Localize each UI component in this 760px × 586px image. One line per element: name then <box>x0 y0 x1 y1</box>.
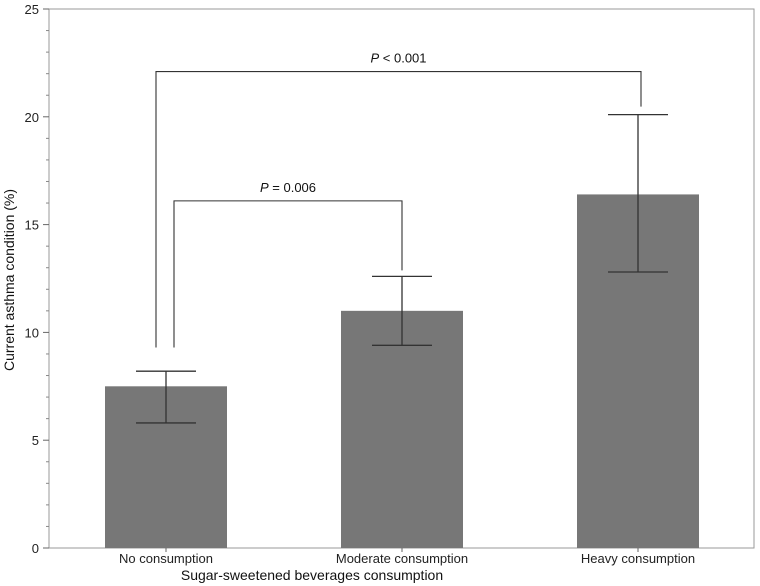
significance-p-symbol: P <box>260 180 269 195</box>
significance-bracket-1 <box>173 200 403 348</box>
significance-label-0: P < 0.001 <box>370 51 426 66</box>
significance-p-symbol: P <box>370 51 379 66</box>
y-tick-label-2: 10 <box>25 325 39 340</box>
x-tick-label-0: No consumption <box>119 551 213 566</box>
y-tick-label-5: 25 <box>25 2 39 17</box>
x-tick-label-2: Heavy consumption <box>581 551 695 566</box>
y-tick-label-1: 5 <box>32 433 39 448</box>
significance-p-value: = 0.006 <box>269 180 316 195</box>
bar-1 <box>341 310 463 548</box>
x-axis-title: Sugar-sweetened beverages consumption <box>181 567 443 583</box>
x-tick-label-1: Moderate consumption <box>336 551 468 566</box>
significance-p-value: < 0.001 <box>379 51 426 66</box>
significance-bracket-0 <box>155 70 642 348</box>
y-tick-label-4: 20 <box>25 110 39 125</box>
y-tick-label-3: 15 <box>25 218 39 233</box>
y-tick-label-0: 0 <box>32 541 39 556</box>
y-axis-title: Current asthma condition (%) <box>1 189 17 371</box>
significance-label-1: P = 0.006 <box>260 180 316 195</box>
